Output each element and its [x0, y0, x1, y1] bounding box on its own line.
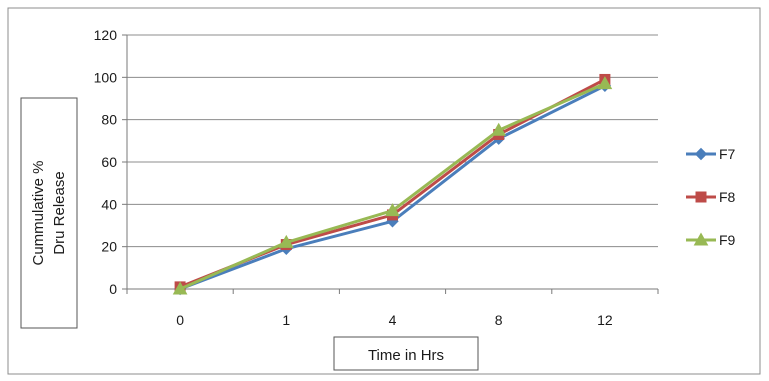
x-axis-title: Time in Hrs: [333, 336, 479, 371]
y-tick-label: 80: [101, 112, 117, 128]
data-point: [491, 122, 507, 136]
x-tick-label: 4: [389, 312, 397, 328]
legend-marker: [694, 147, 708, 161]
data-point: [278, 234, 294, 248]
y-tick-label: 100: [94, 69, 118, 85]
legend-label: F7: [719, 146, 736, 162]
data-point: [172, 281, 188, 295]
x-axis-title-text: Time in Hrs: [368, 347, 444, 364]
data-point: [597, 76, 613, 90]
y-axis-title-box: [20, 97, 78, 329]
legend-item-f8: F8: [686, 189, 736, 205]
x-tick-label: 12: [597, 312, 613, 328]
legend-label: F8: [719, 189, 736, 205]
y-axis-title: Cummulative % Dru Release: [20, 97, 78, 329]
y-tick-label: 20: [101, 239, 117, 255]
legend: F7 F8 F9: [686, 146, 736, 248]
x-axis-ticks: 0 1 4 8 12: [126, 289, 659, 328]
y-tick-label: 60: [101, 154, 117, 170]
series: [172, 73, 613, 296]
y-axis-title-line-1: Cummulative %: [30, 160, 47, 265]
y-tick-label: 0: [109, 281, 117, 297]
legend-label: F9: [719, 232, 736, 248]
y-axis-ticks: 0 20 40 60 80 100 120: [94, 27, 127, 297]
data-point: [385, 203, 400, 217]
x-axis-title-box: [333, 336, 479, 371]
x-tick-label: 1: [282, 312, 290, 328]
legend-marker: [695, 191, 707, 203]
legend-marker: [693, 232, 709, 246]
series-f9: [172, 76, 613, 295]
gridlines: [127, 34, 658, 248]
y-axis-title-line-2: Dru Release: [51, 171, 68, 254]
x-tick-label: 0: [176, 312, 184, 328]
legend-item-f9: F9: [686, 232, 736, 248]
x-tick-label: 8: [495, 312, 503, 328]
y-tick-label: 40: [101, 196, 117, 212]
chart-area: [7, 7, 761, 375]
legend-item-f7: F7: [686, 146, 736, 162]
y-tick-label: 120: [94, 27, 118, 43]
